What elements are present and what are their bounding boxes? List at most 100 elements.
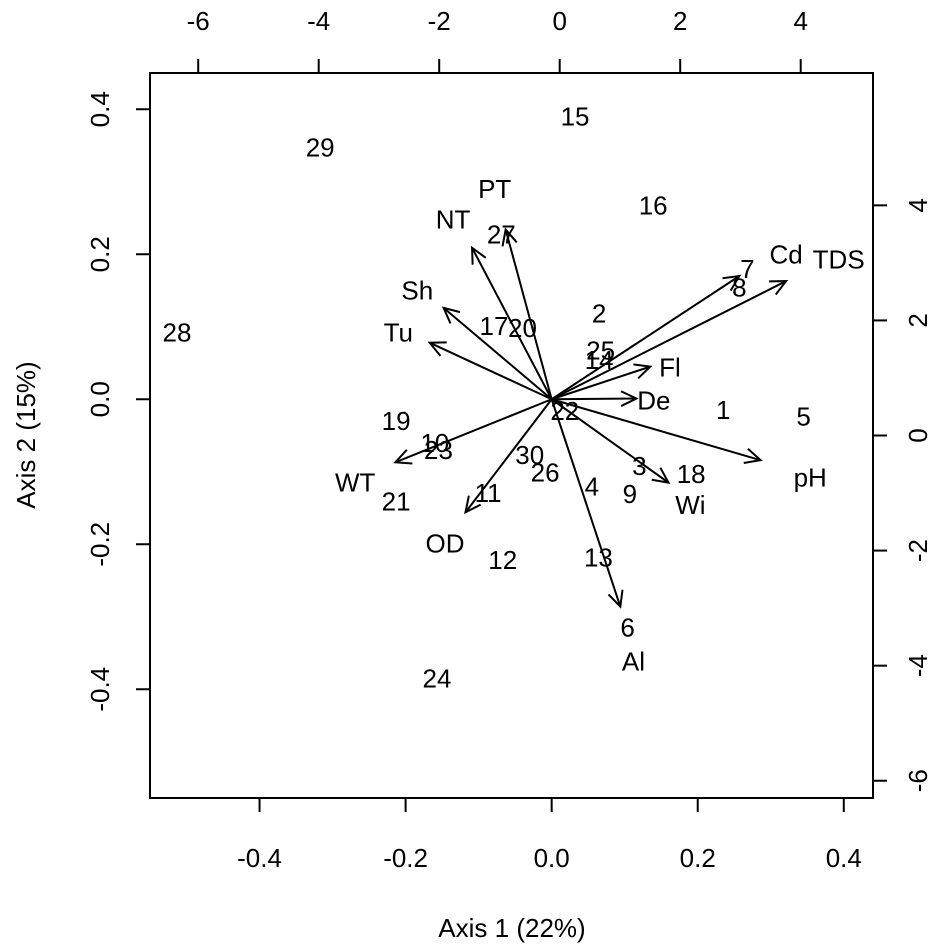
observation-label: 20 xyxy=(508,313,537,343)
arrow-head xyxy=(620,390,639,407)
arrow-al xyxy=(550,398,624,609)
variable-label-tds: TDS xyxy=(813,244,865,274)
observation-label: 16 xyxy=(639,191,668,221)
variable-label-pt: PT xyxy=(478,174,511,204)
arrow-head xyxy=(393,449,413,465)
arrow-shaft xyxy=(395,398,553,464)
observation-label: 11 xyxy=(475,478,502,508)
arrow-head xyxy=(743,448,763,464)
y-tick-label: 0.4 xyxy=(85,91,115,127)
arrow-head xyxy=(470,245,487,265)
observation-label: 6 xyxy=(620,613,634,643)
variable-label-sh: Sh xyxy=(401,276,433,306)
arrow-shaft xyxy=(551,280,787,401)
observation-label: 5 xyxy=(796,402,810,432)
observation-label: 30 xyxy=(515,440,544,470)
y-tick-label: -0.2 xyxy=(85,522,115,567)
observation-label: 18 xyxy=(677,459,706,489)
observation-label: 14 xyxy=(585,345,614,375)
arrow-ph xyxy=(551,398,763,464)
arrow-head xyxy=(441,306,461,324)
y2-tick-label: 4 xyxy=(903,198,933,212)
observation-label: 27 xyxy=(487,220,516,250)
arrow-wt xyxy=(393,398,553,465)
observation-label: 15 xyxy=(561,102,590,132)
arrow-shaft xyxy=(429,341,553,401)
arrow-tds xyxy=(551,280,789,401)
arrow-head xyxy=(501,227,518,247)
observation-label: 13 xyxy=(584,542,613,572)
arrow-fl xyxy=(551,363,653,401)
plot-frame xyxy=(149,72,874,799)
observation-label: 1 xyxy=(716,395,730,425)
observation-label: 19 xyxy=(382,406,411,436)
x2-tick-label: 4 xyxy=(793,6,807,36)
variable-label-wt: WT xyxy=(335,468,376,498)
observation-label: 26 xyxy=(531,457,560,487)
arrow-shaft xyxy=(471,247,553,400)
observation-label: 24 xyxy=(423,663,452,693)
arrow-shaft xyxy=(550,398,622,607)
arrow-shaft xyxy=(551,398,670,484)
observation-label: 9 xyxy=(623,479,637,509)
variable-label-cd: Cd xyxy=(769,239,802,269)
x-tick-label: 0.4 xyxy=(826,843,862,873)
variable-label-od: OD xyxy=(426,529,465,559)
arrow-tu xyxy=(427,341,553,401)
variable-label-tu: Tu xyxy=(384,318,413,348)
observation-label: 4 xyxy=(585,471,599,501)
arrow-head xyxy=(464,495,482,515)
observation-label: 7 xyxy=(740,254,754,284)
arrow-sh xyxy=(441,306,553,401)
arrow-shaft xyxy=(442,307,553,401)
arrow-head xyxy=(607,589,624,609)
variable-label-ph: pH xyxy=(794,463,827,493)
arrow-shaft xyxy=(464,398,553,513)
variable-arrows xyxy=(393,227,789,609)
arrow-pt xyxy=(501,227,553,400)
observation-label: 2 xyxy=(592,299,606,329)
arrow-de xyxy=(551,390,639,407)
arrow-shaft xyxy=(551,275,740,401)
observation-label: 29 xyxy=(306,133,335,163)
arrow-nt xyxy=(470,245,553,400)
y-axis-title: Axis 2 (15%) xyxy=(11,361,41,508)
observation-label: 28 xyxy=(163,318,192,348)
y2-tick-label: 2 xyxy=(903,313,933,327)
x-tick-label: 0.2 xyxy=(680,843,716,873)
y2-tick-label: 0 xyxy=(903,428,933,442)
observation-label: 10 xyxy=(420,428,449,458)
variable-label-nt: NT xyxy=(436,204,471,234)
observation-label: 21 xyxy=(382,486,411,516)
arrow-shaft xyxy=(551,397,637,401)
x2-tick-label: 0 xyxy=(552,6,566,36)
y2-tick-label: -2 xyxy=(903,539,933,562)
x-axis-top: -6 -4 -2 0 2 4 xyxy=(187,6,808,73)
y-tick-label: -0.4 xyxy=(85,667,115,712)
x2-tick-label: -2 xyxy=(428,6,451,36)
x-tick-label: -0.2 xyxy=(383,843,428,873)
x2-tick-label: -6 xyxy=(187,6,210,36)
variable-label-wi: Wi xyxy=(675,490,705,520)
observation-label: 25 xyxy=(586,336,615,366)
variable-label-fl: Fl xyxy=(659,352,681,382)
arrow-shaft xyxy=(551,398,761,462)
y2-tick-label: -4 xyxy=(903,654,933,677)
x2-tick-label: -4 xyxy=(307,6,330,36)
y-tick-label: 0.0 xyxy=(85,381,115,417)
observation-label: 3 xyxy=(632,451,646,481)
y2-tick-label: -6 xyxy=(903,769,933,792)
arrow-head xyxy=(651,467,671,484)
arrow-shaft xyxy=(551,365,651,401)
x-axis-title: Axis 1 (22%) xyxy=(438,913,585,943)
y-axis-left: -0.4 -0.2 0.0 0.2 0.4 xyxy=(85,91,150,712)
variable-label-al: Al xyxy=(622,647,645,677)
y-axis-right: -6 -4 -2 0 2 4 xyxy=(873,198,933,792)
arrow-head xyxy=(427,341,447,357)
variable-label-de: De xyxy=(637,386,670,416)
arrow-head xyxy=(722,274,742,292)
arrow-od xyxy=(464,398,553,515)
